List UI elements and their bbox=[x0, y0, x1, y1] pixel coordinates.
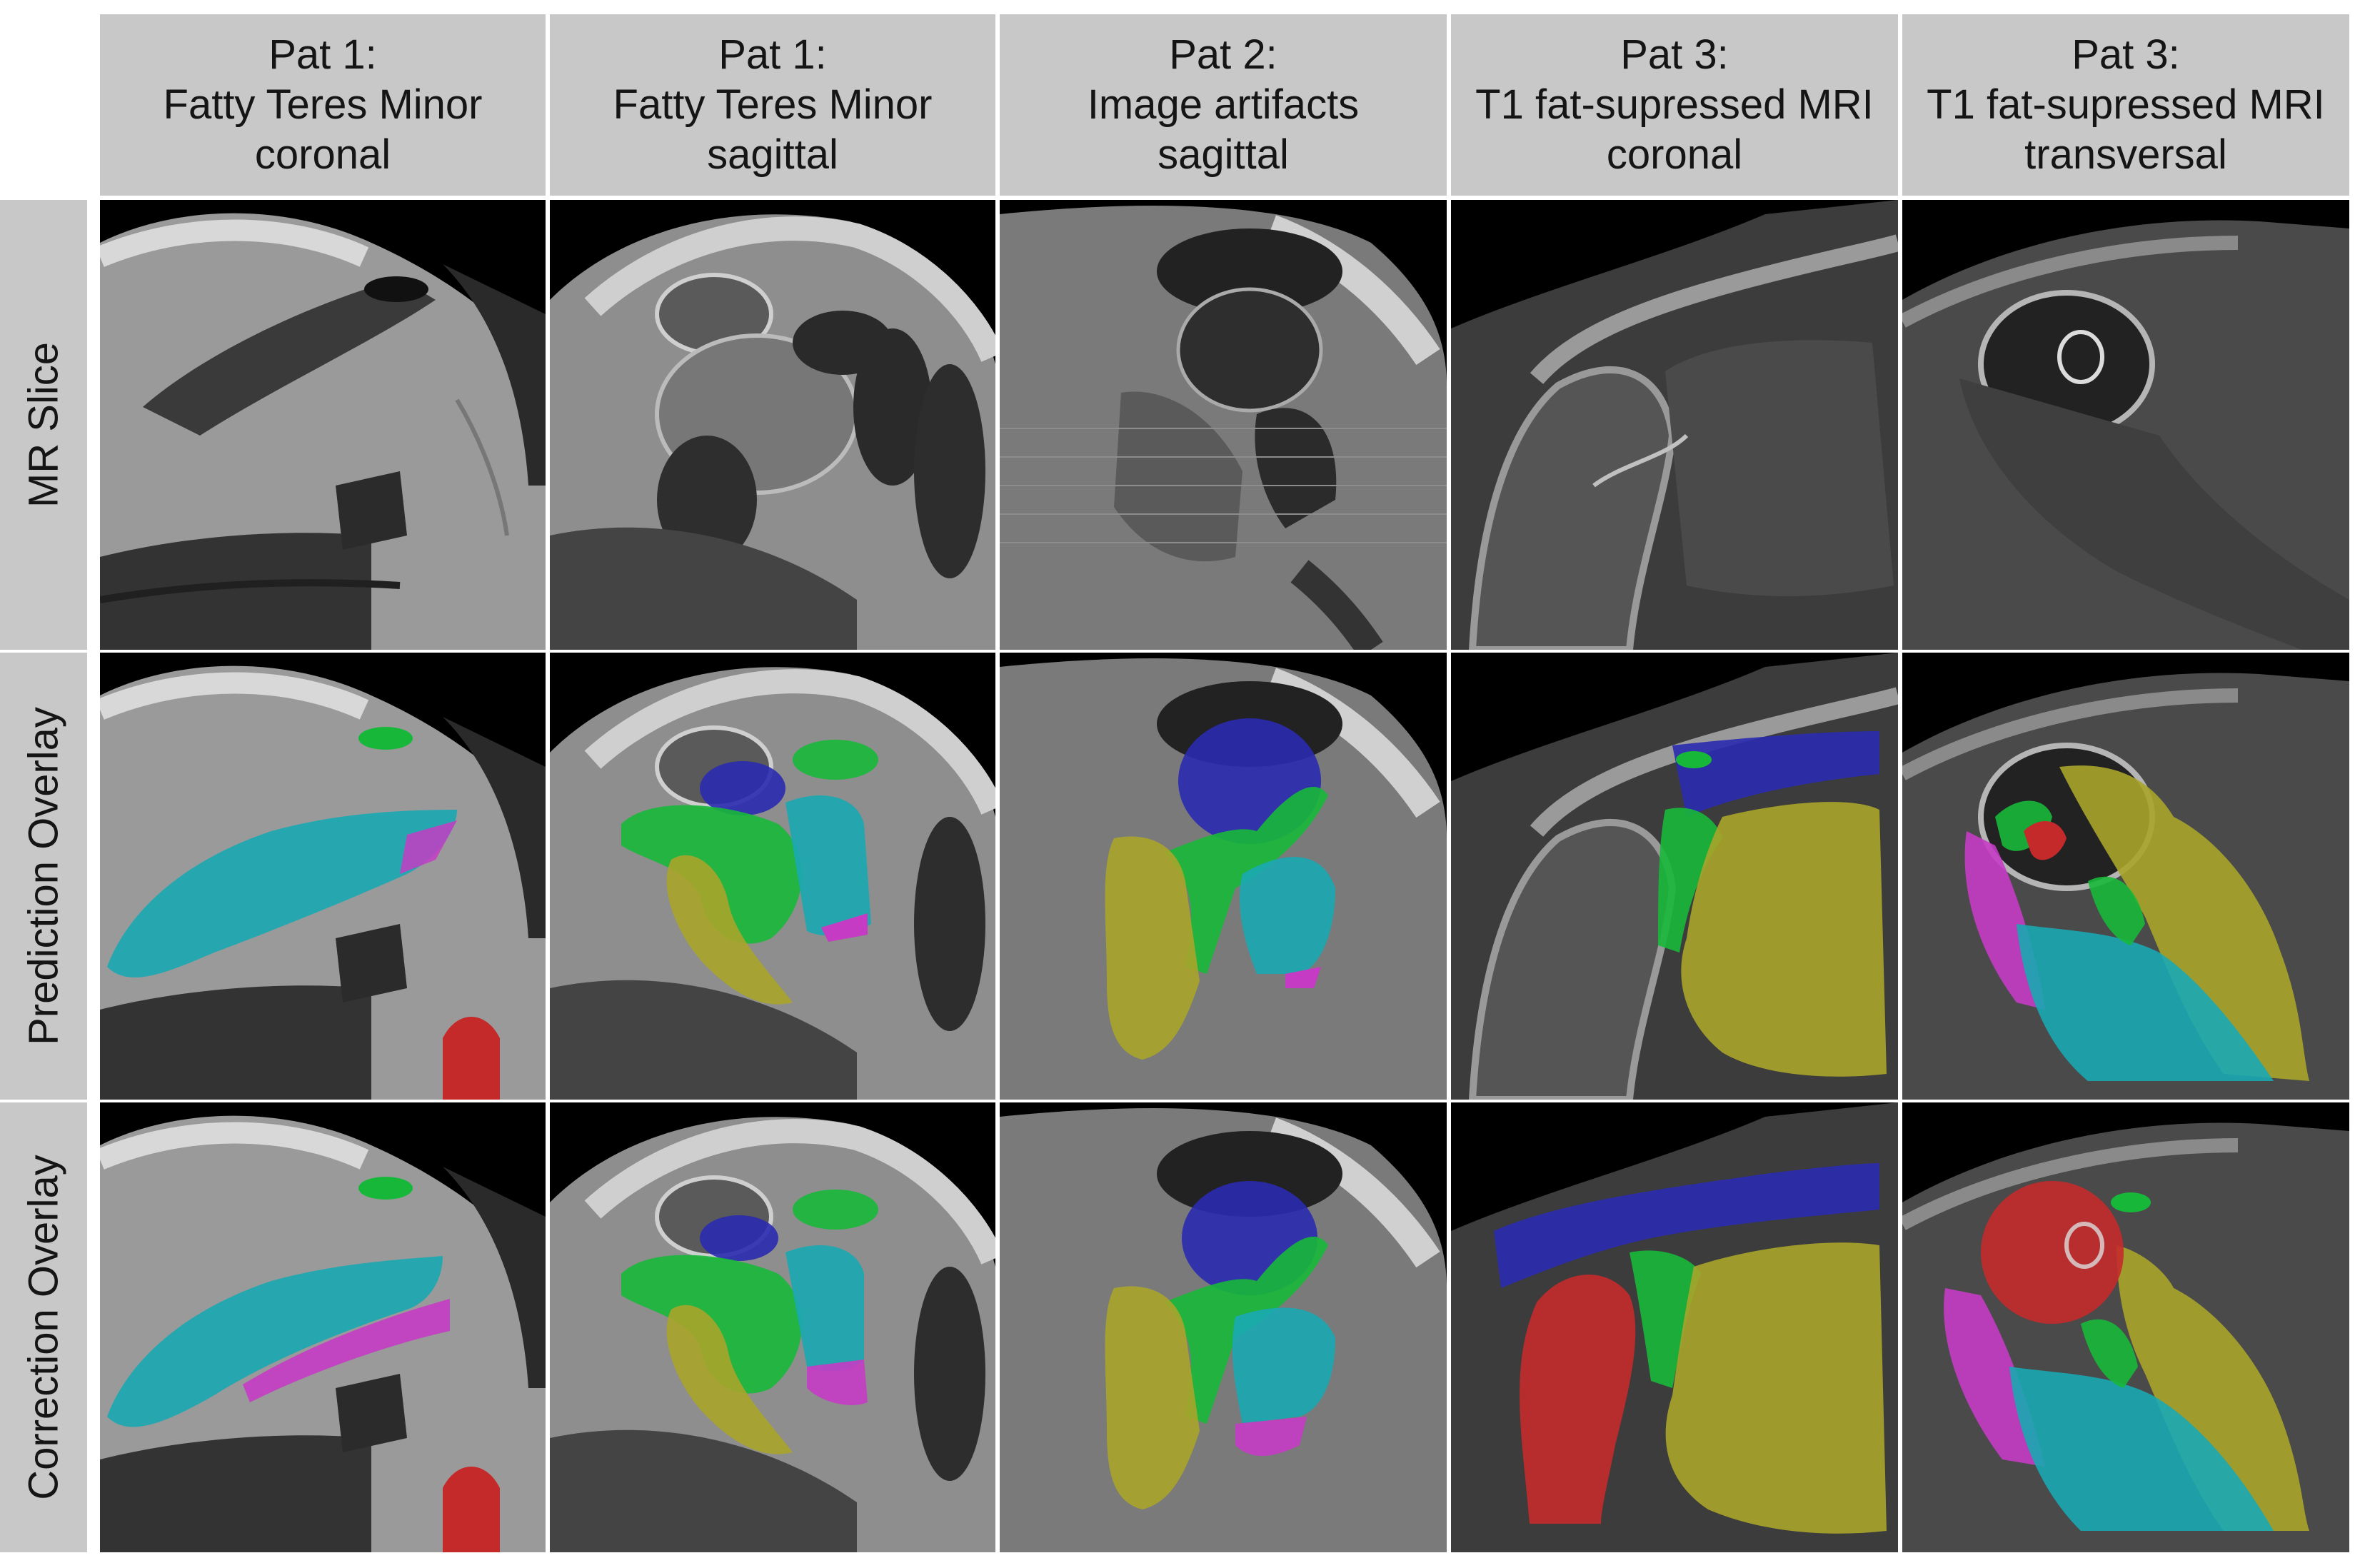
column-header-5: Pat 3: T1 fat-supressed MRI transversal bbox=[1902, 14, 2349, 196]
cyan-correction-region bbox=[785, 1245, 864, 1372]
column-header-1-line1: Pat 1: bbox=[268, 31, 377, 78]
correction-overlay-pat1-coronal bbox=[100, 1102, 546, 1552]
column-header-1: Pat 1: Fatty Teres Minor coronal bbox=[100, 14, 546, 196]
green-prediction-region bbox=[2088, 876, 2145, 945]
blue-correction-region bbox=[700, 1215, 778, 1261]
column-header-1-line2: Fatty Teres Minor bbox=[163, 81, 483, 128]
correction-overlay-pat2-sagittal bbox=[1000, 1102, 1447, 1552]
green-correction-region bbox=[2081, 1319, 2138, 1388]
teres-minor-correction-region bbox=[107, 1256, 443, 1427]
cyan-prediction-region bbox=[785, 795, 871, 936]
green-correction-region bbox=[358, 1177, 413, 1200]
infraspinatus-prediction-region bbox=[400, 820, 457, 874]
column-header-3-line3: sagittal bbox=[1158, 131, 1289, 178]
column-header-3-line1: Pat 2: bbox=[1169, 31, 1277, 78]
infraspinatus-correction-region bbox=[243, 1299, 450, 1402]
column-header-2: Pat 1: Fatty Teres Minor sagittal bbox=[550, 14, 995, 196]
column-header-5-line1: Pat 3: bbox=[2072, 31, 2180, 78]
column-header-4-line3: coronal bbox=[1606, 131, 1743, 178]
cyan-correction-region bbox=[1232, 1307, 1335, 1424]
olive-correction-region bbox=[2117, 1245, 2309, 1531]
prediction-overlay-pat3-coronal bbox=[1451, 653, 1898, 1100]
mr-slice-pat1-coronal bbox=[100, 200, 546, 650]
olive-correction-region bbox=[1665, 1242, 1887, 1534]
olive-prediction-region bbox=[1105, 836, 1200, 1060]
row-header-mr-slice: MR Slice bbox=[0, 200, 87, 650]
column-header-2-line2: Fatty Teres Minor bbox=[613, 81, 933, 128]
teres-minor-prediction-region bbox=[107, 810, 457, 978]
prediction-overlay-pat2-sagittal bbox=[1000, 653, 1447, 1100]
magenta-correction-region bbox=[807, 1360, 868, 1405]
red-correction-region bbox=[443, 1467, 500, 1552]
cyan-correction-region bbox=[2009, 1367, 2274, 1531]
red-correction-region bbox=[1981, 1181, 2124, 1324]
correction-overlay-pat3-transversal bbox=[1902, 1102, 2349, 1552]
prediction-overlay-pat1-coronal bbox=[100, 653, 546, 1100]
correction-overlay-pat1-sagittal bbox=[550, 1102, 995, 1552]
row-header-prediction-overlay: Prediction Overlay bbox=[0, 653, 87, 1100]
olive-prediction-region bbox=[2059, 765, 2309, 1081]
green-prediction-region bbox=[1658, 808, 1722, 953]
column-header-4: Pat 3: T1 fat-supressed MRI coronal bbox=[1451, 14, 1898, 196]
olive-correction-region bbox=[1105, 1286, 1200, 1509]
prediction-overlay-pat3-transversal bbox=[1902, 653, 2349, 1100]
red-prediction-region bbox=[443, 1017, 500, 1100]
magenta-prediction-region bbox=[1285, 967, 1321, 988]
column-header-1-line3: coronal bbox=[254, 131, 391, 178]
green-prediction-region bbox=[358, 727, 413, 750]
column-header-4-line2: T1 fat-supressed MRI bbox=[1475, 81, 1874, 128]
column-header-2-line3: sagittal bbox=[707, 131, 838, 178]
row-header-correction-overlay: Correction Overlay bbox=[0, 1102, 87, 1552]
column-header-5-line2: T1 fat-supressed MRI bbox=[1927, 81, 2325, 128]
magenta-prediction-region bbox=[821, 913, 868, 942]
blue-prediction-region bbox=[1672, 731, 1879, 817]
correction-overlay-pat3-coronal bbox=[1451, 1102, 1898, 1552]
blue-correction-region bbox=[1494, 1163, 1879, 1288]
olive-prediction-region bbox=[666, 855, 793, 1005]
column-header-4-line1: Pat 3: bbox=[1620, 31, 1729, 78]
olive-prediction-region bbox=[1681, 802, 1887, 1077]
column-header-3: Pat 2: Image artifacts sagittal bbox=[1000, 14, 1447, 196]
mr-slice-pat1-sagittal bbox=[550, 200, 995, 650]
mr-slice-pat2-sagittal bbox=[1000, 200, 1447, 650]
mr-slice-pat3-transversal bbox=[1902, 200, 2349, 650]
mr-slice-pat3-coronal bbox=[1451, 200, 1898, 650]
column-header-5-line3: transversal bbox=[2024, 131, 2227, 178]
magenta-correction-region bbox=[1235, 1417, 1307, 1456]
blue-prediction-region bbox=[700, 761, 785, 815]
column-header-3-line2: Image artifacts bbox=[1087, 81, 1360, 128]
row-header-mr-slice-label: MR Slice bbox=[20, 341, 67, 508]
red-prediction-region bbox=[2024, 821, 2067, 860]
row-header-correction-overlay-label: Correction Overlay bbox=[20, 1155, 67, 1500]
row-header-prediction-overlay-label: Prediction Overlay bbox=[20, 707, 67, 1045]
cyan-prediction-region bbox=[2017, 924, 2274, 1081]
prediction-overlay-pat1-sagittal bbox=[550, 653, 995, 1100]
green-correction-region bbox=[1630, 1250, 1701, 1388]
olive-correction-region bbox=[666, 1305, 793, 1454]
cyan-prediction-region bbox=[1240, 857, 1335, 974]
column-header-2-line1: Pat 1: bbox=[718, 31, 827, 78]
red-correction-region bbox=[1520, 1275, 1636, 1524]
